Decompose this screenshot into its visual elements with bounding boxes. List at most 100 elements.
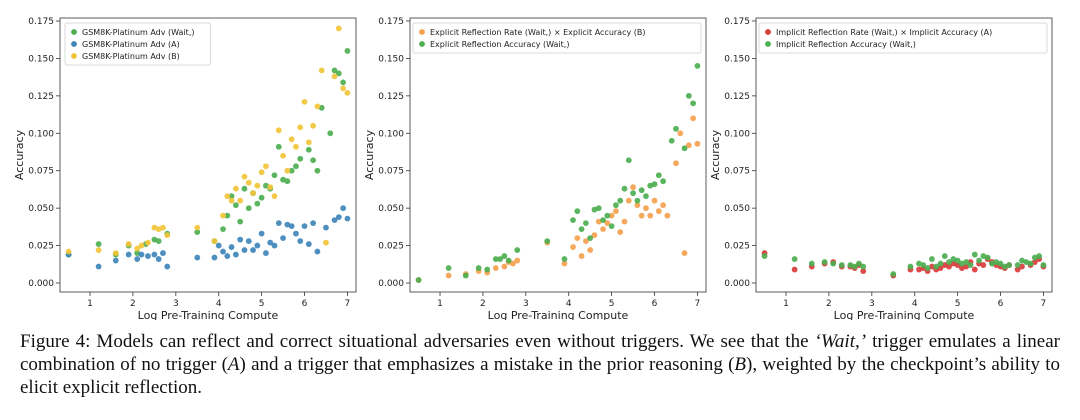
data-point [651,181,658,188]
data-point [151,251,158,258]
legend: GSM8K-Platinum Adv (Wait,) GSM8K-Platinum… [64,22,211,66]
data-point [808,260,815,267]
series-3 [65,25,351,256]
data-point [690,115,697,122]
data-point [245,179,252,186]
y-tick-label: 0.175 [724,17,750,27]
data-point [232,185,239,192]
data-point [297,238,304,244]
data-point [761,253,768,259]
data-point [241,185,248,192]
data-point [194,224,201,231]
legend-entry-label: Implicit Reflection Accuracy (Wait,) [776,40,916,49]
y-tick-label: 0.025 [378,242,404,252]
data-point [95,263,102,270]
legend-marker [419,41,425,47]
data-point [570,217,576,224]
data-point [301,98,308,105]
y-tick-label: 0.125 [724,92,750,102]
data-point [271,172,278,179]
data-point [638,187,645,194]
x-tick-label: 1 [783,299,789,309]
data-point [267,239,274,246]
data-point [600,226,606,233]
plot-frame [409,17,707,293]
y-tick-label: 0.150 [724,54,750,64]
data-point [125,241,132,247]
data-point [497,256,503,262]
y-tick-label: 0.075 [378,167,404,177]
x-tick-label: 4 [566,299,572,309]
data-point [984,254,991,261]
legend: Implicit Reflection Rate (Wait,) × Impli… [758,22,1048,54]
data-point [630,184,636,191]
data-point [582,220,589,227]
data-point [980,262,987,268]
plot-frame [755,17,1053,293]
data-point [344,215,351,222]
series-1 [65,48,351,258]
data-point [340,205,347,212]
data-point [514,257,521,264]
data-point [681,250,688,256]
data-point [976,257,982,264]
data-point [484,266,491,273]
data-point [838,262,845,268]
data-point [587,247,594,253]
data-point [946,259,952,265]
data-point [890,271,897,277]
data-point [258,169,265,176]
data-point [685,142,692,149]
data-point [288,223,295,230]
chart-panel-1: 1 2 3 4 5 6 7 0.000 0.025 0.050 0.075 0.100 0.125 0.1… [13,17,357,320]
data-point [224,193,231,200]
data-point [288,167,295,174]
data-point [647,212,654,219]
data-point [237,236,244,243]
data-point [232,251,239,258]
data-point [155,238,162,244]
x-tick-label: 6 [302,299,308,309]
data-point [492,265,499,271]
data-point [830,260,837,267]
data-point [920,262,927,268]
data-point [275,220,282,227]
data-point [138,251,145,258]
data-point [954,257,961,264]
data-point [310,157,317,164]
data-point [293,163,299,170]
data-point [907,263,914,270]
data-point [335,214,342,221]
legend-box [64,22,211,66]
data-point [971,251,978,258]
data-point [501,253,508,259]
data-point [305,146,312,153]
data-point [160,224,166,231]
data-point [681,145,688,152]
data-point [445,265,452,271]
y-tick-label: 0.100 [28,129,54,139]
data-point [685,92,692,99]
data-point [630,190,636,197]
data-point [95,241,102,247]
data-point [668,137,675,144]
chart-panel-3: 1 2 3 4 5 6 7 0.000 0.025 0.050 0.075 0.100 0.125 0.1… [709,17,1053,320]
data-point [301,223,308,230]
data-point [228,244,235,250]
data-point [241,173,248,180]
data-point [608,212,615,219]
data-point [241,247,248,253]
x-tick-label: 1 [87,299,93,309]
caption-text-4: ), weighted by the checkpoint’s ability … [20,354,1060,398]
data-point [228,193,235,200]
legend-entry-label: Explicit Reflection Rate (Wait,) × Expli… [430,28,646,37]
y-tick-label: 0.025 [28,242,54,252]
data-point [673,125,679,132]
x-axis-label: Log Pre-Training Compute [488,309,629,320]
legend: Explicit Reflection Rate (Wait,) × Expli… [412,22,702,54]
data-point [232,202,239,209]
data-point [220,212,226,219]
data-point [310,122,317,129]
y-axis-label: Accuracy [709,129,722,180]
data-point [971,266,978,273]
